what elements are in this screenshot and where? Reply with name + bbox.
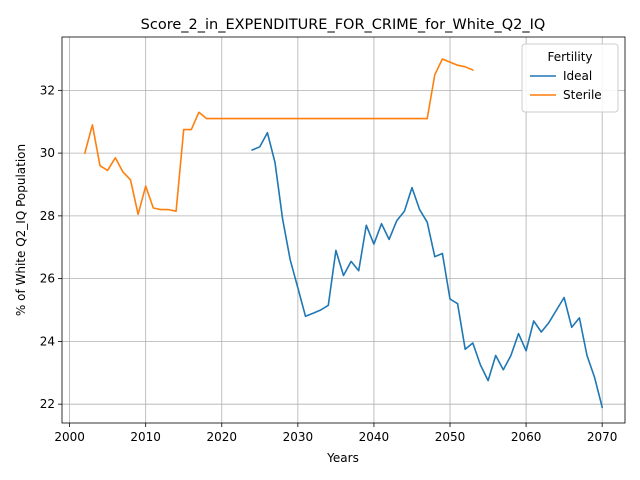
- y-tick-label: 30: [40, 146, 55, 160]
- x-tick-label: 2000: [54, 430, 85, 444]
- legend-title: Fertility: [547, 50, 592, 64]
- legend-label-ideal: Ideal: [563, 69, 592, 83]
- y-axis-ticks: 22 24 26 28 30 32: [40, 83, 62, 411]
- y-tick-label: 32: [40, 83, 55, 97]
- x-axis-label: Years: [326, 451, 359, 465]
- series-line-sterile: [83, 58, 474, 216]
- series-line-ideal: [251, 131, 604, 409]
- plot-frame: [61, 36, 626, 424]
- x-tick-label: 2030: [283, 430, 314, 444]
- y-tick-label: 26: [40, 272, 55, 286]
- x-tick-label: 2070: [587, 430, 618, 444]
- x-tick-label: 2020: [206, 430, 237, 444]
- x-tick-label: 2010: [130, 430, 161, 444]
- x-tick-label: 2050: [435, 430, 466, 444]
- legend-label-sterile: Sterile: [563, 88, 602, 102]
- chart-title: Score_2_in_EXPENDITURE_FOR_CRIME_for_Whi…: [141, 17, 546, 33]
- x-tick-label: 2060: [511, 430, 542, 444]
- x-axis-ticks: 2000 2010 2020 2030 2040 2050 2060 2070: [54, 423, 617, 444]
- y-tick-label: 22: [40, 397, 55, 411]
- y-axis-label: % of White Q2_IQ Population: [14, 144, 28, 316]
- y-tick-label: 28: [40, 209, 55, 223]
- legend: Fertility Ideal Sterile: [521, 43, 619, 113]
- series-lines: [83, 58, 604, 409]
- x-tick-label: 2040: [359, 430, 390, 444]
- y-tick-label: 24: [40, 334, 55, 348]
